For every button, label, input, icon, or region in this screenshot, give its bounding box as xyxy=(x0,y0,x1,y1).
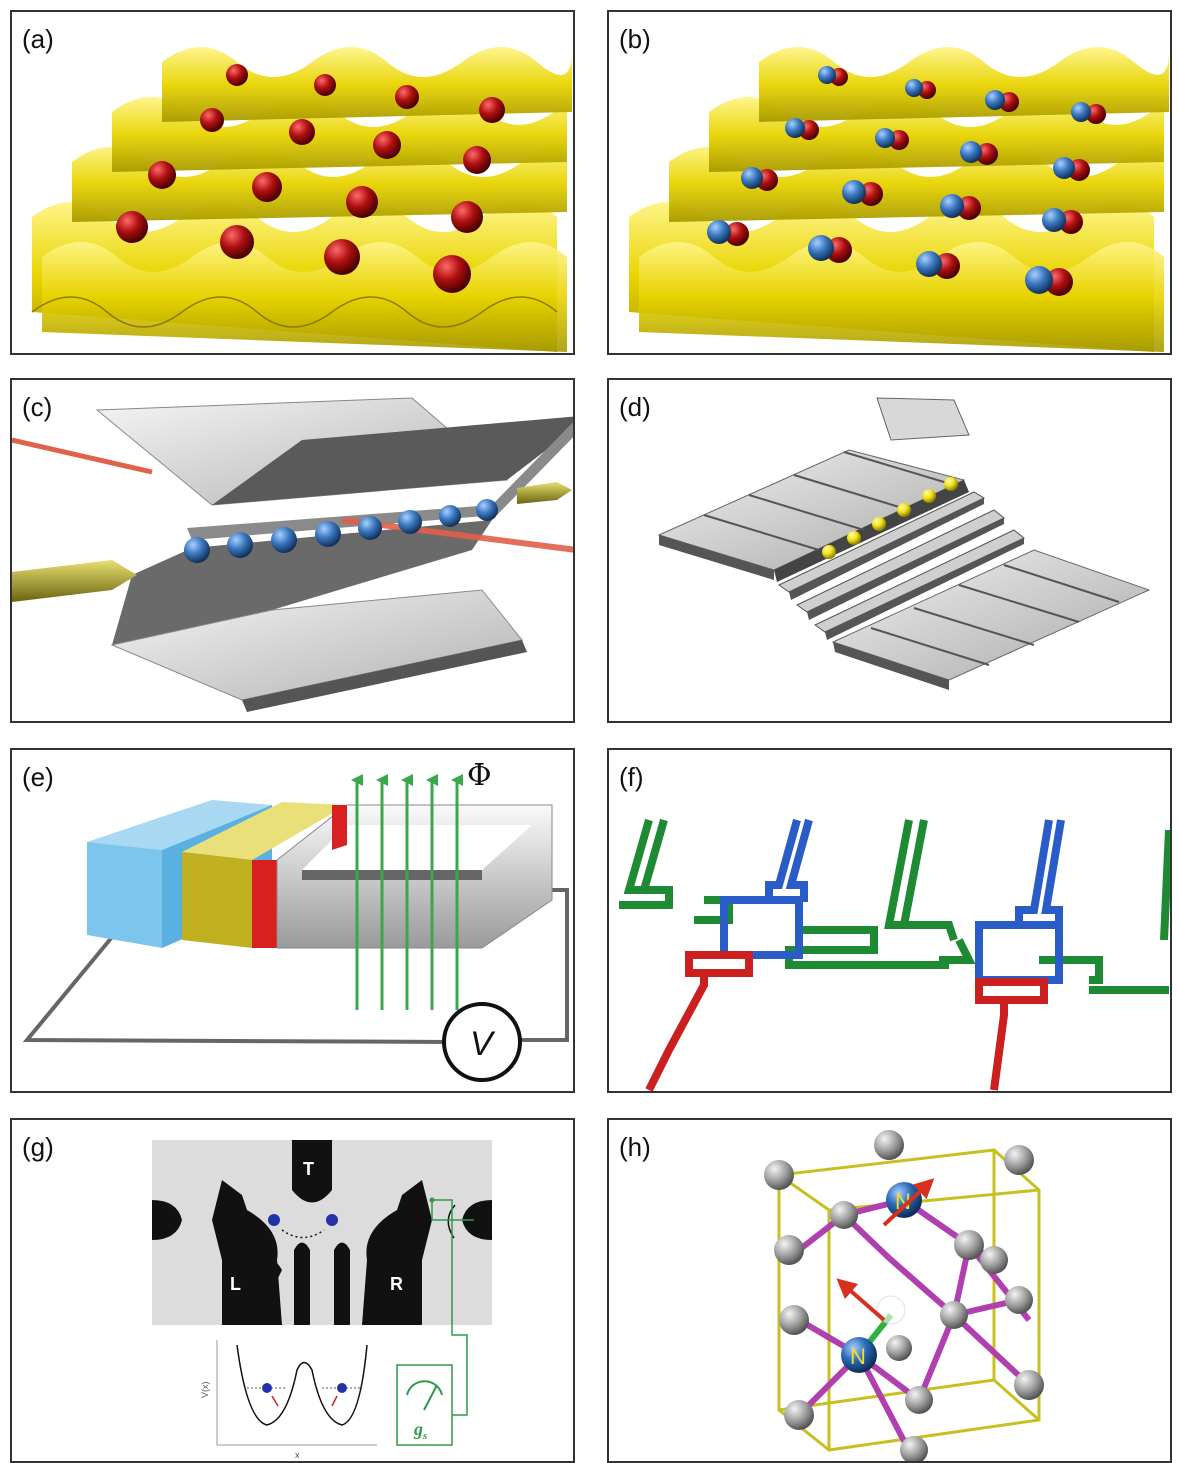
panel-b-label: (b) xyxy=(619,24,651,54)
meter-symbol: gs xyxy=(413,1419,427,1442)
panel-d-label: (d) xyxy=(619,392,651,422)
spin-arrow-top xyxy=(882,1178,935,1227)
top-electrode-right xyxy=(212,416,573,505)
red-particles xyxy=(116,64,505,293)
ion-chain xyxy=(822,477,958,559)
lattice-surface xyxy=(31,47,572,352)
gate-left-label: L xyxy=(230,1274,241,1294)
panel-h-crystal-lattice: (h) xyxy=(607,1118,1172,1463)
vacancy xyxy=(876,1295,906,1325)
panel-e-label: (e) xyxy=(22,762,54,792)
panel-f-label: (f) xyxy=(619,762,644,792)
double-well-potential xyxy=(236,1344,368,1426)
gate-electrodes xyxy=(152,1140,492,1325)
lattice-illustration-b xyxy=(629,47,1169,352)
green-resonator-lines xyxy=(619,818,1170,994)
panel-a-label: (a) xyxy=(22,24,54,54)
junction-red xyxy=(252,860,277,948)
dot-left xyxy=(268,1214,280,1226)
flux-symbol: Φ xyxy=(467,758,492,793)
panel-a-optical-lattice: (a) xyxy=(10,10,575,355)
ion-chain xyxy=(184,499,498,563)
well-electron-right xyxy=(337,1383,347,1393)
needle-electrode-right xyxy=(517,482,572,504)
spin-arrow-bottom xyxy=(836,1278,886,1322)
panel-g-double-quantum-dot: (g) T L R gs V(x) x xyxy=(10,1118,575,1463)
voltmeter xyxy=(442,1002,522,1082)
crystal-cell-illustration: N N xyxy=(764,1130,1044,1461)
surface-trap-illustration xyxy=(657,397,1151,690)
charge-sensor-meter xyxy=(396,1364,453,1446)
circuit-wire-right xyxy=(512,888,569,1042)
panel-d-surface-trap: (d) xyxy=(607,378,1172,723)
voltmeter-symbol: V xyxy=(470,1025,496,1063)
probe-block-front xyxy=(87,842,162,948)
flux-arrows xyxy=(351,774,463,1010)
dot-right xyxy=(326,1214,338,1226)
panel-b-optical-lattice-two-species: (b) xyxy=(607,10,1172,355)
red-readout-lines xyxy=(645,951,1048,1091)
laser-beam-right xyxy=(341,517,573,553)
bottom-electrode-right xyxy=(110,589,523,701)
paired-particles xyxy=(707,66,1106,296)
ion-trap-illustration xyxy=(12,397,573,712)
needle-electrode-left xyxy=(12,560,137,602)
lattice-surface xyxy=(629,47,1169,352)
carbon-atoms xyxy=(764,1130,1044,1461)
trap-electrodes xyxy=(657,397,1151,690)
gate-top-label: T xyxy=(303,1159,314,1179)
panel-f-superconducting-circuit: (f) xyxy=(607,748,1172,1093)
circuit-wire-left xyxy=(22,923,453,1044)
laser-beam-left xyxy=(12,437,153,475)
svg-text:N: N xyxy=(895,1189,911,1214)
panel-e-superconducting-loop: (e) Φ V xyxy=(10,748,575,1093)
panel-c-label: (c) xyxy=(22,392,53,422)
svg-text:N: N xyxy=(850,1344,866,1369)
panel-g-label: (g) xyxy=(22,1132,54,1162)
axis-x-label: x xyxy=(295,1450,300,1460)
flux-loop-illustration: Φ V xyxy=(22,758,569,1082)
well-electron-left xyxy=(262,1383,272,1393)
panel-c-ion-trap: (c) xyxy=(10,378,575,723)
circuit-illustration xyxy=(619,818,1170,1091)
gate-right-label: R xyxy=(390,1274,403,1294)
quantum-dot-illustration: T L R gs V(x) x xyxy=(152,1140,492,1460)
axis-y-label: V(x) xyxy=(200,1382,210,1399)
probe-block-top xyxy=(87,800,272,850)
panel-h-label: (h) xyxy=(619,1132,651,1162)
tunnel-path xyxy=(281,1229,325,1239)
lattice-illustration-a xyxy=(31,47,572,352)
